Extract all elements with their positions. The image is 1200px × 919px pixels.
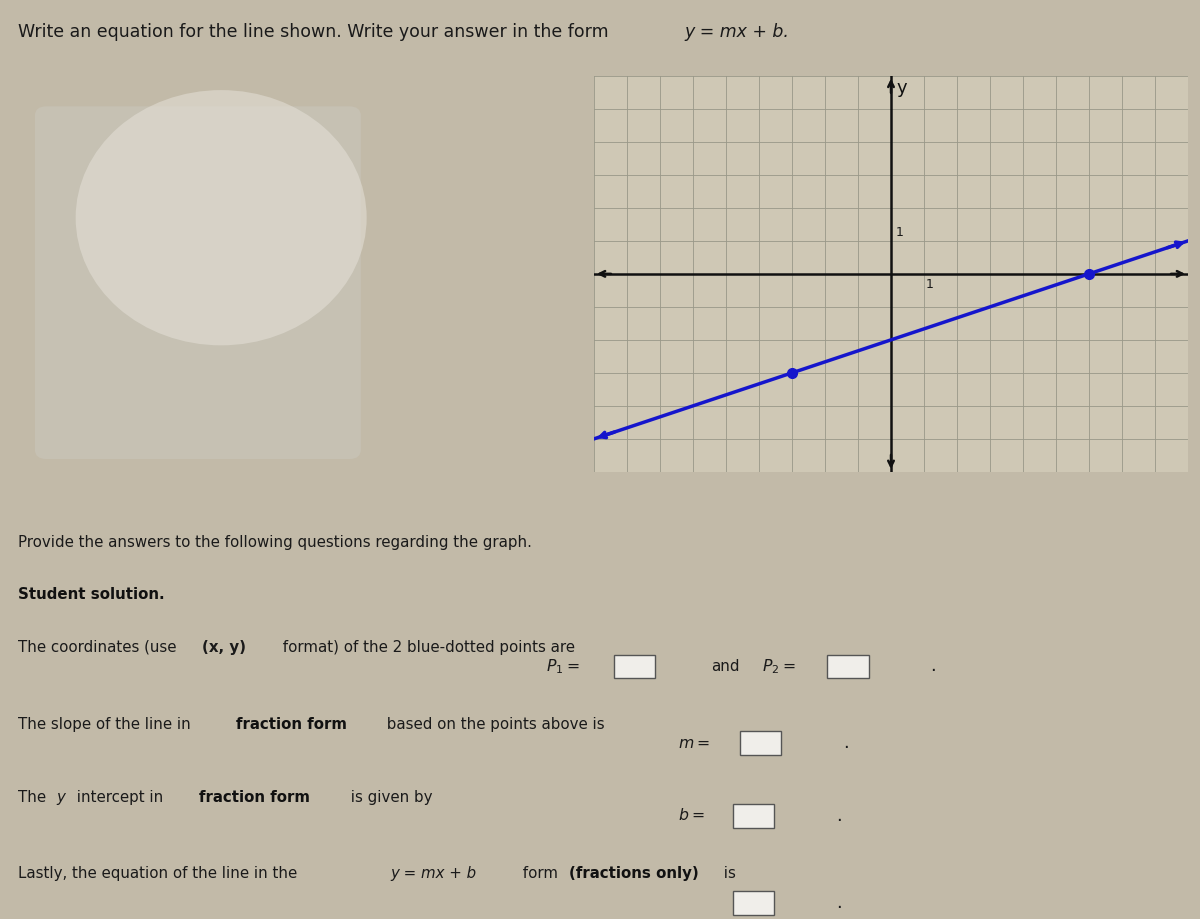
Text: Student solution.: Student solution.: [18, 587, 164, 603]
Text: y: y: [896, 79, 907, 97]
Text: Lastly, the equation of the line in the: Lastly, the equation of the line in the: [18, 867, 302, 881]
Text: format) of the 2 blue-dotted points are: format) of the 2 blue-dotted points are: [278, 640, 576, 655]
Text: The slope of the line in: The slope of the line in: [18, 717, 196, 732]
Text: form: form: [518, 867, 563, 881]
Text: .: .: [930, 657, 936, 675]
Text: intercept in: intercept in: [72, 789, 168, 805]
Ellipse shape: [76, 90, 367, 346]
Text: The coordinates (use: The coordinates (use: [18, 640, 181, 655]
Text: y = mx + b.: y = mx + b.: [684, 23, 788, 41]
FancyBboxPatch shape: [35, 107, 361, 459]
Text: $P_2 =$: $P_2 =$: [762, 657, 796, 675]
Text: and: and: [712, 659, 740, 674]
Text: based on the points above is: based on the points above is: [382, 717, 605, 732]
Text: (fractions only): (fractions only): [569, 867, 698, 881]
Text: (x, y): (x, y): [202, 640, 246, 655]
Text: Write an equation for the line shown. Write your answer in the form: Write an equation for the line shown. Wr…: [18, 23, 614, 41]
Text: Provide the answers to the following questions regarding the graph.: Provide the answers to the following que…: [18, 535, 532, 550]
Text: is given by: is given by: [346, 789, 432, 805]
Text: is: is: [719, 867, 736, 881]
Text: 1: 1: [925, 278, 934, 290]
Text: fraction form: fraction form: [236, 717, 348, 732]
Text: $P_1 =$: $P_1 =$: [546, 657, 580, 675]
Text: .: .: [836, 807, 842, 825]
Text: fraction form: fraction form: [199, 789, 311, 805]
Text: The: The: [18, 789, 50, 805]
Text: y = mx + b: y = mx + b: [390, 867, 476, 881]
Text: y: y: [56, 789, 65, 805]
Text: $b =$: $b =$: [678, 808, 704, 824]
Text: 1: 1: [896, 226, 904, 239]
Text: .: .: [844, 734, 850, 752]
Text: .: .: [836, 894, 842, 912]
Text: $m =$: $m =$: [678, 734, 710, 752]
